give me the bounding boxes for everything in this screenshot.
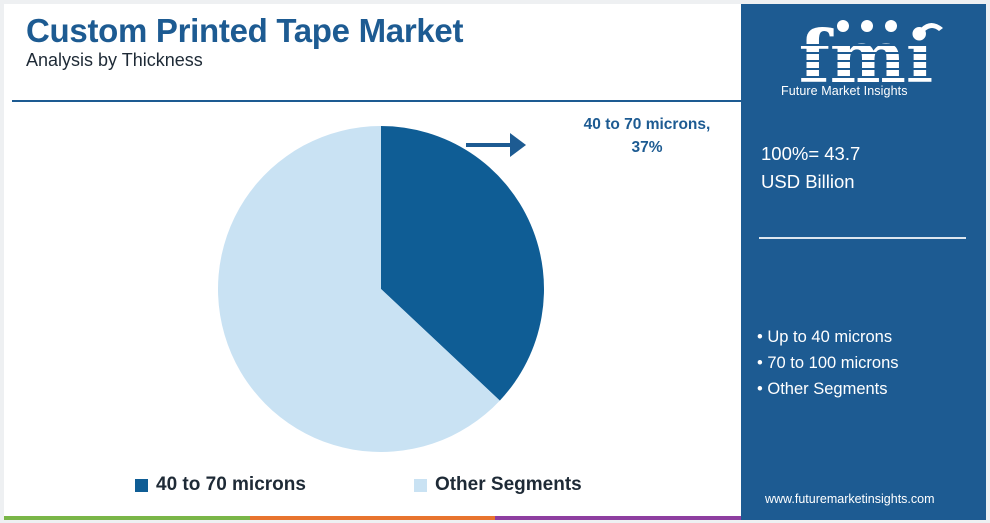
chart-card: Custom Printed Tape Market Analysis by T… bbox=[4, 4, 986, 516]
footer-segment-blue bbox=[740, 516, 986, 520]
pie-slice-40-to-70-microns bbox=[381, 126, 544, 401]
pie-chart bbox=[218, 126, 544, 452]
chart-legend: 40 to 70 microns Other Segments bbox=[135, 474, 690, 496]
footer-segment-purple bbox=[495, 516, 741, 520]
legend-label-other: Other Segments bbox=[434, 474, 582, 495]
title-divider bbox=[12, 100, 742, 102]
legend-item-other: Other Segments bbox=[413, 474, 582, 496]
footer-color-bar bbox=[4, 516, 986, 520]
pie-slice-other-segments bbox=[218, 126, 500, 452]
market-total-value: 100%= 43.7 bbox=[761, 143, 861, 164]
arrow-right-icon bbox=[466, 133, 526, 157]
website-link[interactable]: www.futuremarketinsights.com bbox=[765, 492, 935, 506]
callout-label-line2: 37% bbox=[631, 139, 663, 156]
other-segments-list: Up to 40 microns 70 to 100 microns Other… bbox=[757, 324, 899, 402]
market-total-unit: USD Billion bbox=[761, 171, 855, 192]
list-item: Other Segments bbox=[757, 376, 899, 402]
panel-divider bbox=[759, 237, 966, 239]
info-panel: fmi Future Market Insights 100%= 43.7 US… bbox=[741, 4, 986, 516]
logo-tagline: Future Market Insights bbox=[781, 84, 908, 98]
fmi-logo: fmi bbox=[791, 14, 943, 98]
legend-label-main: 40 to 70 microns bbox=[156, 474, 306, 495]
chart-subtitle: Analysis by Thickness bbox=[26, 50, 203, 70]
list-item: 70 to 100 microns bbox=[757, 350, 898, 376]
legend-swatch-main bbox=[135, 478, 148, 492]
legend-item-main: 40 to 70 microns bbox=[135, 474, 306, 496]
chart-title: Custom Printed Tape Market bbox=[26, 12, 464, 49]
market-total: 100%= 43.7 USD Billion bbox=[761, 140, 860, 196]
callout-label-line1: 40 to 70 microns, bbox=[583, 116, 711, 133]
logo-wordmark: fmi bbox=[799, 14, 934, 98]
legend-swatch-other bbox=[413, 478, 427, 492]
footer-segment-orange bbox=[249, 516, 495, 520]
list-item: Up to 40 microns bbox=[757, 324, 899, 350]
footer-segment-green bbox=[4, 516, 250, 520]
slice-callout: 40 to 70 microns, 37% bbox=[552, 113, 742, 159]
